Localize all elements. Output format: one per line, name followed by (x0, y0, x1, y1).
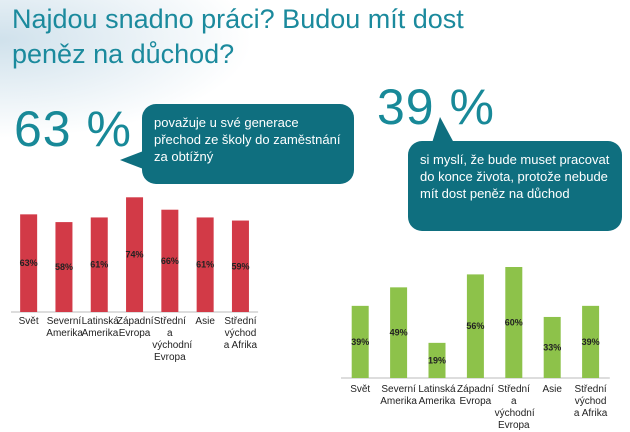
chart-1-bar (90, 217, 108, 312)
chart-1-value-label: 74% (126, 250, 144, 260)
right-callout-bubble: si myslí, že bude muset pracovat do konc… (408, 141, 622, 231)
bar-charts: 63% 58% 61% 74% 66% 61% 59% 39% 49% 19% 56% 60% 33% 3… (11, 197, 610, 379)
chart-2-bar (543, 316, 561, 378)
chart-1-category-label: Severní Amerika (46, 316, 83, 339)
chart-2-value-label: 33% (543, 342, 561, 352)
left-bubble-tail (120, 150, 146, 170)
chart-2-bar (428, 342, 446, 378)
chart-1-bar (196, 217, 214, 312)
chart-2-bar (466, 274, 484, 378)
chart-2-value-label: 39% (582, 337, 600, 347)
chart-2-category-label: Střední východ a Afrika (573, 384, 608, 419)
chart-2-value-label: 56% (466, 321, 484, 331)
page-title: Najdou snadno práci? Budou mít dost peně… (12, 4, 464, 69)
chart-1-value-label: 61% (90, 260, 108, 270)
left-big-percent: 63 % (14, 101, 132, 157)
chart-2-value-label: 19% (428, 355, 446, 365)
chart-1-value-label: 61% (196, 260, 214, 270)
chart-2-category-label: Svět (350, 384, 371, 395)
chart-2-value-label: 60% (505, 318, 523, 328)
chart-1-bar (231, 220, 249, 312)
chart-1-category-label: Západní Evropa (116, 316, 154, 339)
chart-1-bar (55, 222, 73, 312)
chart-1-category-label: Asie (195, 316, 215, 327)
chart-2-category-label: Asie (542, 384, 562, 395)
chart-1-value-label: 63% (20, 258, 38, 268)
chart-1-value-label: 66% (161, 256, 179, 266)
chart-1-value-label: 58% (55, 262, 73, 272)
chart-2-bar (351, 305, 369, 378)
chart-2-category-label: Západní Evropa (457, 384, 494, 407)
left-callout-bubble: považuje u své generace přechod ze školy… (142, 104, 354, 184)
chart-1-bar (126, 197, 144, 312)
chart-2-value-label: 49% (390, 328, 408, 338)
chart-2-bar (505, 267, 523, 378)
chart-1-bar (161, 209, 179, 312)
chart-1-category-label: Svět (18, 316, 39, 327)
chart-2-bar (582, 305, 600, 378)
chart-1-category-label: Střední východ a Afrika (223, 316, 258, 351)
chart-2-category-label: Střední a východní Evropa (494, 384, 535, 431)
chart-1-category-label: Střední a východní Evropa (152, 316, 193, 363)
chart-1-bar (20, 214, 38, 312)
chart-2-value-label: 39% (351, 337, 369, 347)
chart-2-category-label: Latinská Amerika (418, 384, 456, 407)
chart-2-bar (390, 287, 408, 378)
right-bubble-tail (432, 117, 454, 143)
chart-1-category-label: Latinská Amerika (81, 316, 119, 339)
chart-2-category-label: Severní Amerika (380, 384, 417, 407)
chart-1-value-label: 59% (231, 261, 249, 271)
